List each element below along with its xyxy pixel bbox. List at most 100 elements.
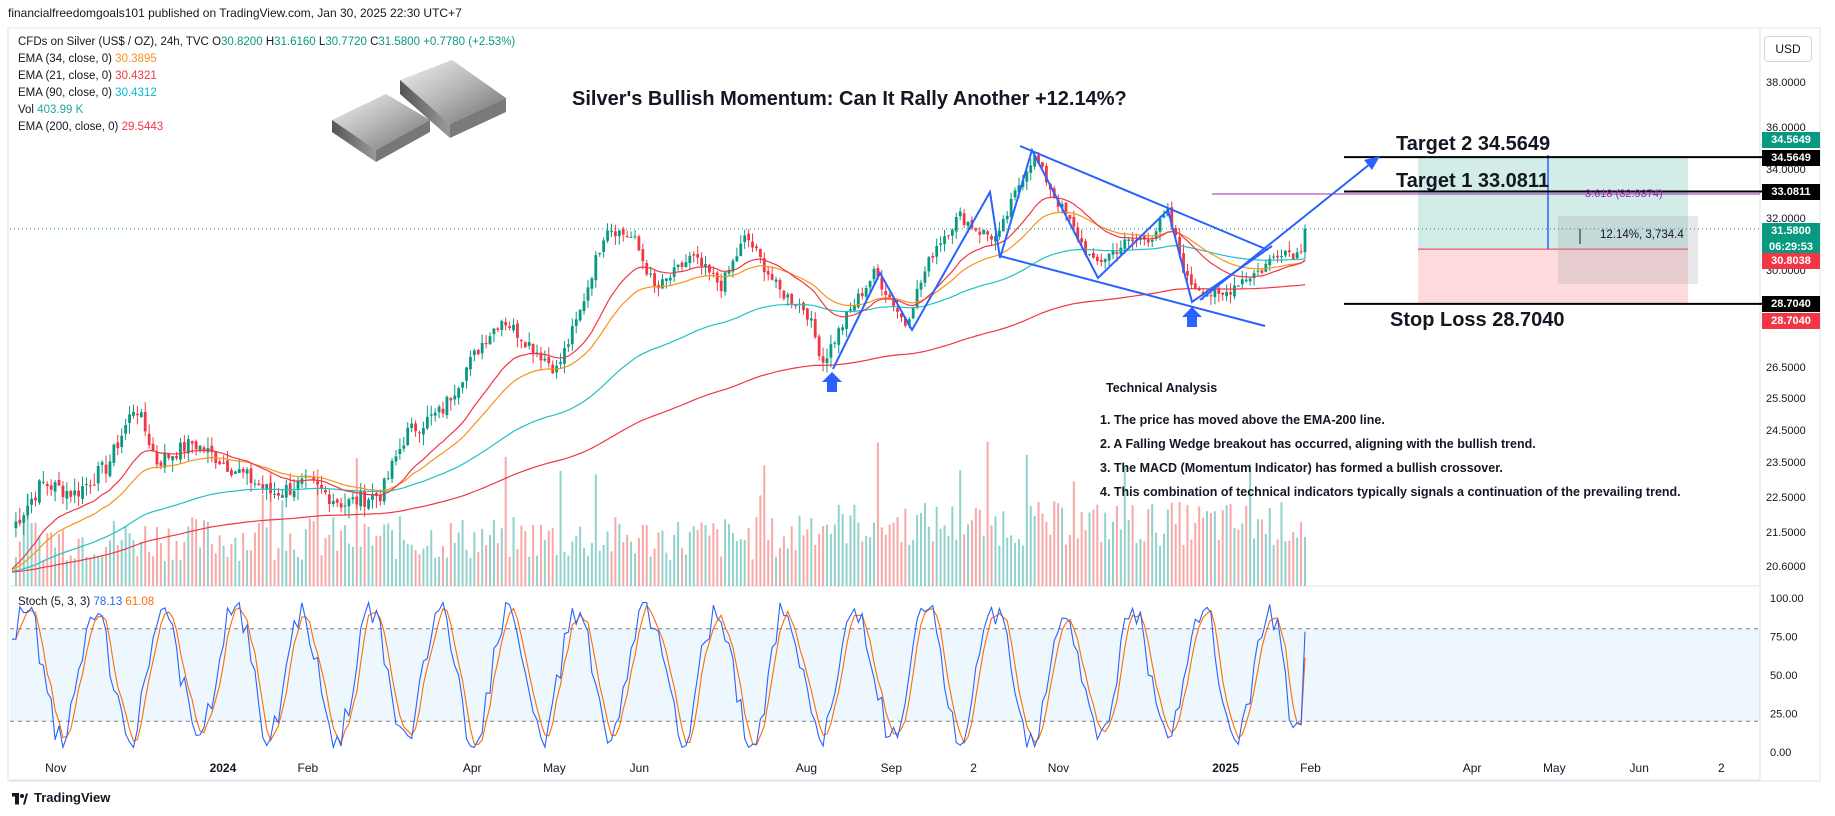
candle-body [249, 468, 253, 483]
candle-body [441, 408, 445, 414]
ohlc-low-label: L [318, 36, 326, 48]
volume-bar [967, 524, 970, 586]
volume-bar [414, 550, 417, 586]
candle-body [649, 273, 653, 275]
ema-lines [11, 196, 1306, 573]
candle-body [390, 460, 394, 479]
volume-bar [563, 551, 566, 586]
volume-bar [916, 514, 919, 586]
candle-body [523, 342, 527, 348]
publish-line: financialfreedomgoals101 published on Tr… [8, 6, 462, 20]
candle-body [986, 231, 990, 235]
volume-bar [1249, 464, 1252, 586]
time-tick-label: Aug [796, 761, 817, 775]
volume-bar [26, 493, 29, 586]
volume-bar [912, 539, 915, 586]
candle-body [1037, 155, 1040, 164]
candle-body [1095, 256, 1099, 262]
tradingview-logo-icon [12, 792, 28, 805]
volume-bars [14, 441, 1306, 586]
ta-item: 4. This combination of technical indicat… [1100, 485, 1681, 499]
candle-body [147, 433, 151, 446]
time-tick-label: Feb [298, 761, 319, 775]
volume-row[interactable]: Vol 403.99 K [18, 102, 515, 119]
volume-bar [418, 554, 421, 586]
ema21-row[interactable]: EMA (21, close, 0) 30.4321 [18, 68, 515, 85]
volume-bar [1202, 517, 1205, 586]
stop-loss-label: Stop Loss 28.7040 [1390, 309, 1565, 331]
ema200-row[interactable]: EMA (200, close, 0) 29.5443 [18, 119, 515, 136]
candle-body [402, 445, 406, 449]
volume-bar [58, 534, 61, 586]
candle-body [997, 230, 1001, 237]
volume-bar [54, 547, 57, 586]
volume-bar [700, 522, 703, 586]
tradingview-brand[interactable]: TradingView [12, 790, 110, 805]
volume-bar [873, 522, 875, 586]
volume-bar [250, 550, 253, 586]
volume-bar [1288, 540, 1291, 586]
volume-bar [986, 441, 989, 586]
candle-body [770, 274, 774, 280]
volume-bar [1033, 515, 1036, 586]
candle-body [692, 254, 696, 256]
ohlc-change: +0.7780 (+2.53%) [423, 36, 516, 48]
volume-bar [818, 533, 821, 586]
candle-body [629, 236, 633, 238]
candle-body [410, 423, 414, 429]
volume-bar [622, 542, 625, 586]
candle-body [1029, 165, 1033, 173]
volume-bar [943, 525, 946, 586]
volume-bar [112, 520, 115, 586]
volume-bar [312, 521, 315, 586]
candle-body [1099, 259, 1103, 263]
volume-bar [555, 554, 558, 586]
volume-bar [990, 525, 993, 586]
volume-bar [344, 525, 347, 586]
candle-body [1033, 155, 1037, 167]
candle-body [1276, 255, 1279, 258]
symbol-name[interactable]: CFDs on Silver (US$ / OZ), 24h, TVC [18, 36, 209, 48]
candle-body [931, 255, 935, 258]
volume-bar [524, 531, 527, 586]
volume-bar [1233, 527, 1236, 586]
volume-bar [751, 559, 754, 586]
volume-bar [880, 527, 883, 586]
currency-button[interactable]: USD [1764, 36, 1812, 62]
ema200-value: 29.5443 [121, 121, 164, 133]
volume-bar [1041, 513, 1044, 586]
ema34-row[interactable]: EMA (34, close, 0) 30.3895 [18, 51, 515, 68]
volume-bar [167, 528, 170, 586]
volume-label: Vol [18, 104, 34, 116]
candle-body [269, 483, 272, 494]
price-tick-label: 24.5000 [1766, 425, 1806, 437]
candle-body [594, 255, 598, 281]
volume-bar [34, 522, 37, 586]
candle-body [222, 462, 225, 464]
volume-bar [50, 532, 53, 586]
ema90-row[interactable]: EMA (90, close, 0) 30.4312 [18, 85, 515, 102]
candle-body [1146, 239, 1150, 243]
candle-body [49, 485, 53, 490]
candle-body [1287, 250, 1291, 253]
volume-bar [606, 531, 609, 586]
ema21-label: EMA (21, close, 0) [18, 70, 112, 82]
volume-bar [908, 544, 911, 586]
volume-bar [1170, 502, 1173, 586]
volume-bar [790, 526, 793, 586]
stoch-legend[interactable]: Stoch (5, 3, 3) 78.13 61.08 [18, 596, 154, 608]
candle-body [14, 521, 18, 529]
volume-bar [696, 529, 699, 586]
candle-body [1193, 283, 1197, 289]
candle-body [1303, 228, 1307, 253]
candle-body [1060, 203, 1064, 208]
candle-body [598, 252, 602, 255]
volume-bar [1084, 530, 1087, 586]
candle-body [69, 491, 73, 497]
volume-bar [935, 506, 938, 586]
volume-bar [453, 542, 456, 586]
volume-bar [853, 504, 856, 586]
candle-body [1127, 239, 1131, 242]
candle-body [790, 293, 794, 304]
